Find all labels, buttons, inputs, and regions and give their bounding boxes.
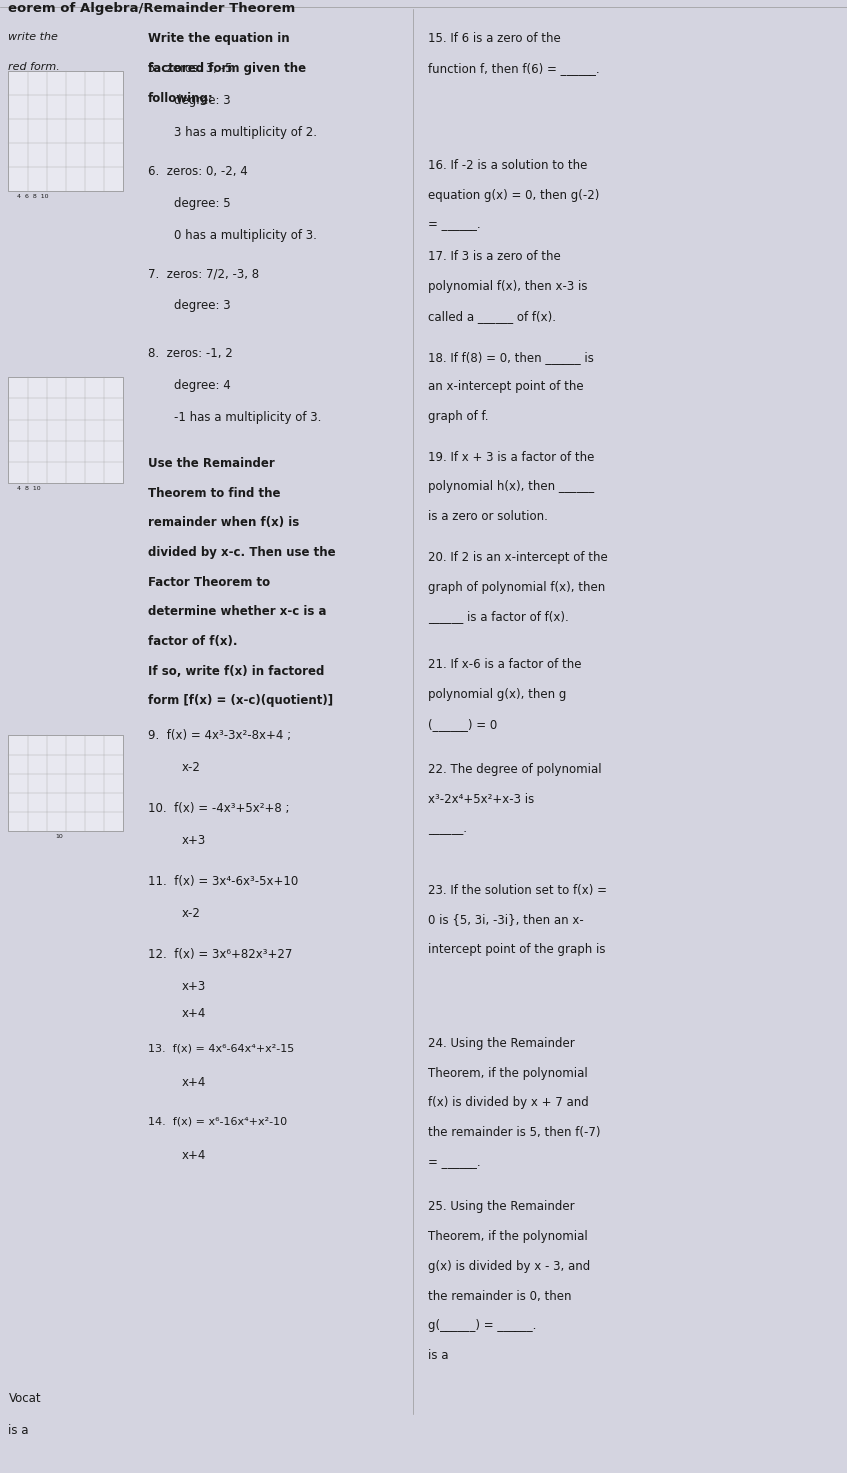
Text: 12.  f(x) = 3x⁶+82x³+27: 12. f(x) = 3x⁶+82x³+27 [148,947,292,960]
Text: ______ is a factor of f(x).: ______ is a factor of f(x). [428,610,568,623]
Text: polynomial g(x), then g: polynomial g(x), then g [428,688,566,701]
Text: divided by x-c. Then use the: divided by x-c. Then use the [148,546,336,558]
Text: factor of f(x).: factor of f(x). [148,635,238,648]
Text: the remainder is 5, then f(-7): the remainder is 5, then f(-7) [428,1125,601,1139]
Text: 23. If the solution set to f(x) =: 23. If the solution set to f(x) = [428,884,606,897]
Text: 10.  f(x) = -4x³+5x²+8 ;: 10. f(x) = -4x³+5x²+8 ; [148,801,290,815]
Text: x-2: x-2 [182,906,201,919]
Bar [8,71,123,191]
Text: write the: write the [8,32,58,43]
Text: 25. Using the Remainder: 25. Using the Remainder [428,1200,574,1214]
Text: Theorem, if the polynomial: Theorem, if the polynomial [428,1066,588,1080]
Bar [8,735,123,831]
Text: (______) = 0: (______) = 0 [428,717,497,731]
Text: is a zero or solution.: is a zero or solution. [428,510,548,523]
Text: = ______.: = ______. [428,218,480,231]
Text: 0 has a multiplicity of 3.: 0 has a multiplicity of 3. [174,228,317,242]
Text: x+4: x+4 [182,1008,207,1021]
Text: 3 has a multiplicity of 2.: 3 has a multiplicity of 2. [174,125,317,138]
Text: f(x) is divided by x + 7 and: f(x) is divided by x + 7 and [428,1096,589,1109]
Text: = ______.: = ______. [428,1156,480,1168]
Text: red form.: red form. [8,62,60,72]
Bar [8,377,123,483]
Text: Theorem to find the: Theorem to find the [148,486,280,499]
Text: g(x) is divided by x - 3, and: g(x) is divided by x - 3, and [428,1259,590,1273]
Text: If so, write f(x) in factored: If so, write f(x) in factored [148,664,324,678]
Text: x³-2x⁴+5x²+x-3 is: x³-2x⁴+5x²+x-3 is [428,792,534,806]
Text: 10: 10 [55,834,63,840]
Text: factored form given the: factored form given the [148,62,307,75]
Text: graph of f.: graph of f. [428,409,488,423]
Text: 22. The degree of polynomial: 22. The degree of polynomial [428,763,601,776]
Text: 9.  f(x) = 4x³-3x²-8x+4 ;: 9. f(x) = 4x³-3x²-8x+4 ; [148,729,291,741]
Text: g(______) = ______.: g(______) = ______. [428,1320,536,1332]
Text: x+4: x+4 [182,1149,207,1162]
Text: 24. Using the Remainder: 24. Using the Remainder [428,1037,574,1050]
Text: 0 is {5, 3i, -3i}, then an x-: 0 is {5, 3i, -3i}, then an x- [428,913,584,927]
Text: the remainder is 0, then: the remainder is 0, then [428,1289,571,1302]
Text: 17. If 3 is a zero of the: 17. If 3 is a zero of the [428,250,561,264]
Text: degree: 3: degree: 3 [174,299,230,312]
Text: -1 has a multiplicity of 3.: -1 has a multiplicity of 3. [174,411,321,424]
Text: 5.  zeros: 3, -5: 5. zeros: 3, -5 [148,62,233,75]
Text: determine whether x-c is a: determine whether x-c is a [148,605,327,619]
Text: form [f(x) = (x-c)(quotient)]: form [f(x) = (x-c)(quotient)] [148,694,334,707]
Text: 18. If f(8) = 0, then ______ is: 18. If f(8) = 0, then ______ is [428,351,594,364]
Text: degree: 4: degree: 4 [174,379,230,392]
Text: is a: is a [8,1424,29,1438]
Text: intercept point of the graph is: intercept point of the graph is [428,943,606,956]
Text: 11.  f(x) = 3x⁴-6x³-5x+10: 11. f(x) = 3x⁴-6x³-5x+10 [148,875,298,888]
Text: eorem of Algebra/Remainder Theorem: eorem of Algebra/Remainder Theorem [8,1,296,15]
Text: following:: following: [148,91,214,105]
Text: Factor Theorem to: Factor Theorem to [148,576,270,589]
Text: 20. If 2 is an x-intercept of the: 20. If 2 is an x-intercept of the [428,551,607,564]
Text: 4  8  10: 4 8 10 [17,486,41,491]
Text: Write the equation in: Write the equation in [148,32,290,46]
Text: Use the Remainder: Use the Remainder [148,457,275,470]
Text: polynomial f(x), then x-3 is: polynomial f(x), then x-3 is [428,280,587,293]
Text: ______.: ______. [428,822,467,835]
Text: is a: is a [428,1349,448,1363]
Text: an x-intercept point of the: an x-intercept point of the [428,380,584,393]
Text: 13.  f(x) = 4x⁶-64x⁴+x²-15: 13. f(x) = 4x⁶-64x⁴+x²-15 [148,1043,295,1053]
Text: Theorem, if the polynomial: Theorem, if the polynomial [428,1230,588,1243]
Text: called a ______ of f(x).: called a ______ of f(x). [428,309,556,323]
Text: 15. If 6 is a zero of the: 15. If 6 is a zero of the [428,32,561,46]
Text: function f, then f(6) = ______.: function f, then f(6) = ______. [428,62,600,75]
Text: 7.  zeros: 7/2, -3, 8: 7. zeros: 7/2, -3, 8 [148,268,259,280]
Text: 16. If -2 is a solution to the: 16. If -2 is a solution to the [428,159,587,172]
Text: graph of polynomial f(x), then: graph of polynomial f(x), then [428,580,605,594]
Text: 8.  zeros: -1, 2: 8. zeros: -1, 2 [148,348,233,361]
Text: Vocat: Vocat [8,1392,42,1405]
Text: x+3: x+3 [182,980,207,993]
Text: polynomial h(x), then ______: polynomial h(x), then ______ [428,480,594,493]
Text: 14.  f(x) = x⁶-16x⁴+x²-10: 14. f(x) = x⁶-16x⁴+x²-10 [148,1117,287,1127]
Text: degree: 3: degree: 3 [174,94,230,108]
Text: 21. If x-6 is a factor of the: 21. If x-6 is a factor of the [428,658,581,672]
Text: equation g(x) = 0, then g(-2): equation g(x) = 0, then g(-2) [428,189,599,202]
Text: x-2: x-2 [182,760,201,773]
Text: 4  6  8  10: 4 6 8 10 [17,194,48,199]
Text: 19. If x + 3 is a factor of the: 19. If x + 3 is a factor of the [428,451,594,464]
Text: degree: 5: degree: 5 [174,196,230,209]
Text: x+4: x+4 [182,1075,207,1089]
Text: remainder when f(x) is: remainder when f(x) is [148,516,300,529]
Text: 6.  zeros: 0, -2, 4: 6. zeros: 0, -2, 4 [148,165,248,178]
Text: x+3: x+3 [182,834,207,847]
